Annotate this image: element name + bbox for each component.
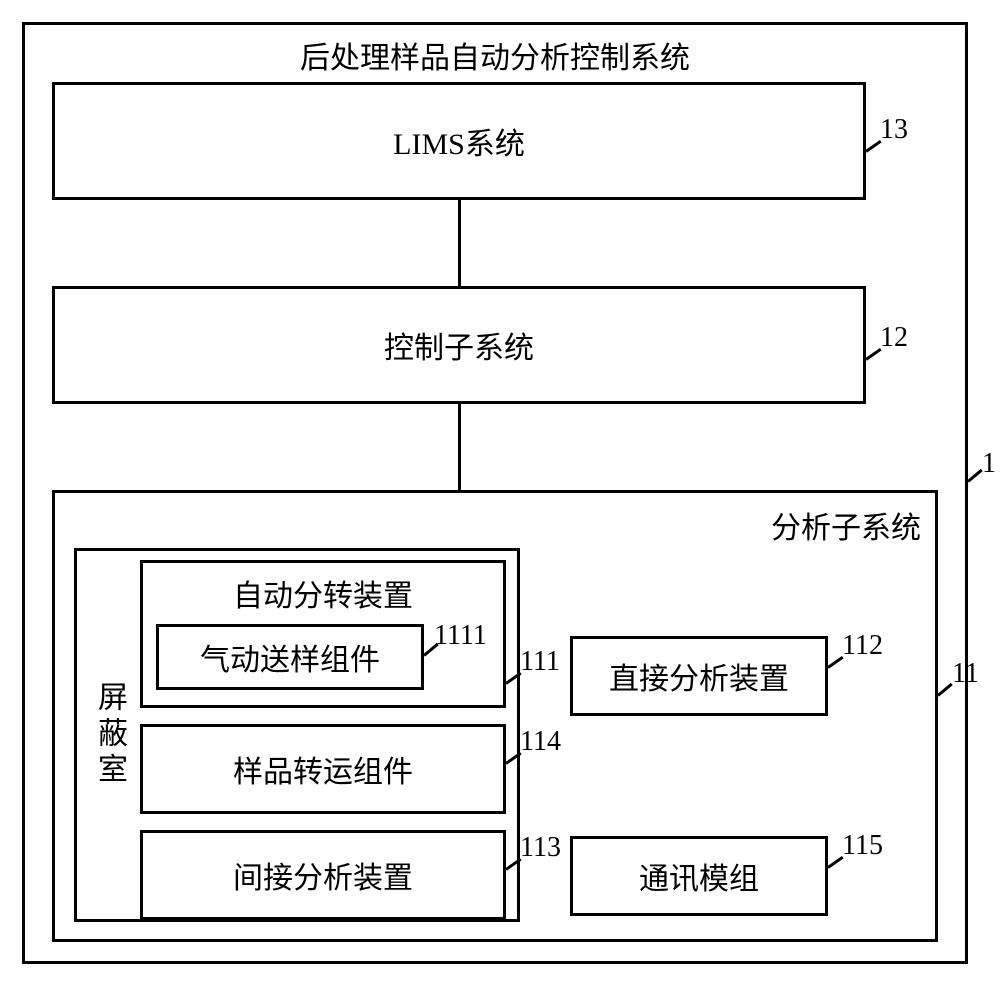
direct-ref: 112 xyxy=(842,630,883,662)
analysis-ref: 11 xyxy=(952,658,979,690)
ctrl-ref: 12 xyxy=(880,322,908,354)
indirect-label: 间接分析装置 xyxy=(233,853,413,897)
comm-ref: 115 xyxy=(842,830,883,862)
transfer-label: 样品转运组件 xyxy=(233,747,413,791)
transfer-box: 样品转运组件 xyxy=(140,724,506,814)
shield-label: 屏蔽室 xyxy=(87,681,131,789)
edge-ctrl-analysis xyxy=(458,404,461,490)
lims-ref: 13 xyxy=(880,114,908,146)
ctrl-label: 控制子系统 xyxy=(384,323,534,367)
comm-label: 通讯模组 xyxy=(639,854,759,898)
edge-lims-ctrl xyxy=(458,200,461,286)
pneu-box: 气动送样组件 xyxy=(156,624,424,690)
outer-ref: 1 xyxy=(982,448,996,480)
pneu-ref: 1111 xyxy=(434,620,487,652)
ctrl-box: 控制子系统 xyxy=(52,286,866,404)
direct-label: 直接分析装置 xyxy=(609,654,789,698)
auto-ref: 111 xyxy=(520,646,560,678)
auto-title: 自动分转装置 xyxy=(233,571,413,615)
outer-ref-tick xyxy=(967,469,983,483)
indirect-box: 间接分析装置 xyxy=(140,830,506,920)
analysis-title: 分析子系统 xyxy=(771,503,921,547)
transfer-ref: 114 xyxy=(520,726,561,758)
indirect-ref: 113 xyxy=(520,832,561,864)
pneu-label: 气动送样组件 xyxy=(200,635,380,679)
lims-label: LIMS系统 xyxy=(393,119,525,163)
comm-box: 通讯模组 xyxy=(570,836,828,916)
lims-box: LIMS系统 xyxy=(52,82,866,200)
outer-system-title: 后处理样品自动分析控制系统 xyxy=(300,33,690,77)
direct-box: 直接分析装置 xyxy=(570,636,828,716)
